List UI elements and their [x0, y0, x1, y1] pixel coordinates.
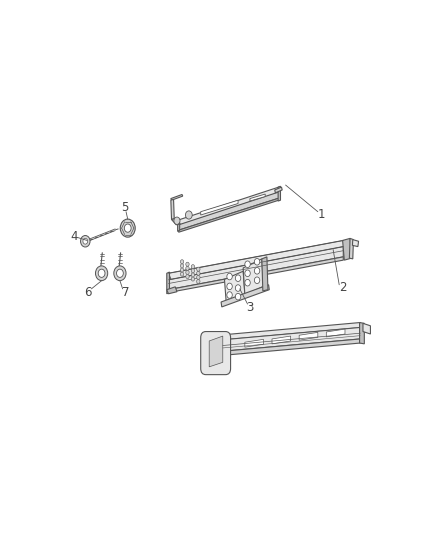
Circle shape — [197, 279, 200, 284]
Text: 1: 1 — [318, 208, 325, 221]
Circle shape — [180, 268, 184, 272]
Text: 3: 3 — [247, 301, 254, 314]
Circle shape — [227, 292, 232, 298]
Circle shape — [245, 279, 250, 286]
Polygon shape — [171, 199, 174, 220]
Polygon shape — [250, 194, 265, 201]
Circle shape — [235, 275, 241, 281]
Circle shape — [254, 277, 260, 284]
Polygon shape — [179, 198, 279, 232]
Circle shape — [235, 285, 241, 292]
Polygon shape — [360, 322, 364, 344]
Circle shape — [197, 271, 200, 276]
Polygon shape — [245, 340, 264, 347]
Circle shape — [186, 262, 189, 266]
Circle shape — [245, 261, 250, 268]
Polygon shape — [179, 192, 279, 230]
Circle shape — [81, 236, 90, 247]
Polygon shape — [169, 247, 343, 290]
Polygon shape — [167, 287, 177, 294]
Circle shape — [235, 293, 241, 300]
Circle shape — [191, 269, 194, 273]
Circle shape — [117, 269, 124, 277]
Polygon shape — [221, 285, 269, 307]
Polygon shape — [169, 257, 343, 293]
Circle shape — [197, 276, 200, 279]
Circle shape — [186, 266, 189, 270]
Polygon shape — [167, 272, 170, 294]
Polygon shape — [278, 186, 280, 201]
Polygon shape — [169, 240, 346, 280]
Polygon shape — [350, 238, 353, 259]
Polygon shape — [206, 333, 224, 368]
Circle shape — [245, 270, 250, 277]
Polygon shape — [343, 238, 352, 260]
Circle shape — [95, 266, 108, 281]
Polygon shape — [172, 219, 179, 225]
Circle shape — [254, 259, 260, 265]
Text: 2: 2 — [339, 281, 346, 294]
Polygon shape — [275, 187, 282, 193]
Circle shape — [185, 211, 192, 219]
Polygon shape — [179, 187, 280, 225]
Circle shape — [114, 266, 126, 281]
Polygon shape — [223, 322, 362, 340]
Circle shape — [83, 238, 88, 244]
Circle shape — [191, 273, 194, 277]
Polygon shape — [353, 240, 359, 247]
Polygon shape — [243, 259, 264, 295]
Text: 4: 4 — [71, 230, 78, 243]
Circle shape — [174, 217, 180, 224]
Polygon shape — [209, 336, 223, 367]
Circle shape — [197, 267, 200, 271]
Polygon shape — [224, 271, 245, 302]
Circle shape — [180, 260, 184, 264]
Polygon shape — [326, 329, 345, 337]
Circle shape — [180, 264, 184, 268]
Polygon shape — [223, 339, 360, 356]
Circle shape — [124, 224, 131, 232]
Circle shape — [186, 270, 189, 274]
Polygon shape — [178, 223, 180, 231]
Polygon shape — [171, 195, 183, 200]
Polygon shape — [201, 200, 238, 215]
Text: 6: 6 — [84, 286, 92, 298]
Polygon shape — [363, 324, 371, 334]
Text: 5: 5 — [121, 201, 129, 214]
Polygon shape — [299, 333, 318, 340]
FancyBboxPatch shape — [201, 332, 230, 375]
Polygon shape — [223, 327, 360, 351]
Circle shape — [254, 268, 260, 274]
Circle shape — [191, 277, 194, 281]
Text: 7: 7 — [122, 286, 130, 298]
Circle shape — [186, 274, 189, 279]
Circle shape — [227, 283, 232, 290]
Circle shape — [191, 265, 194, 269]
Circle shape — [227, 273, 232, 280]
Circle shape — [120, 219, 135, 237]
Polygon shape — [262, 257, 268, 291]
Circle shape — [180, 272, 184, 276]
Polygon shape — [272, 336, 291, 344]
Circle shape — [98, 269, 105, 277]
